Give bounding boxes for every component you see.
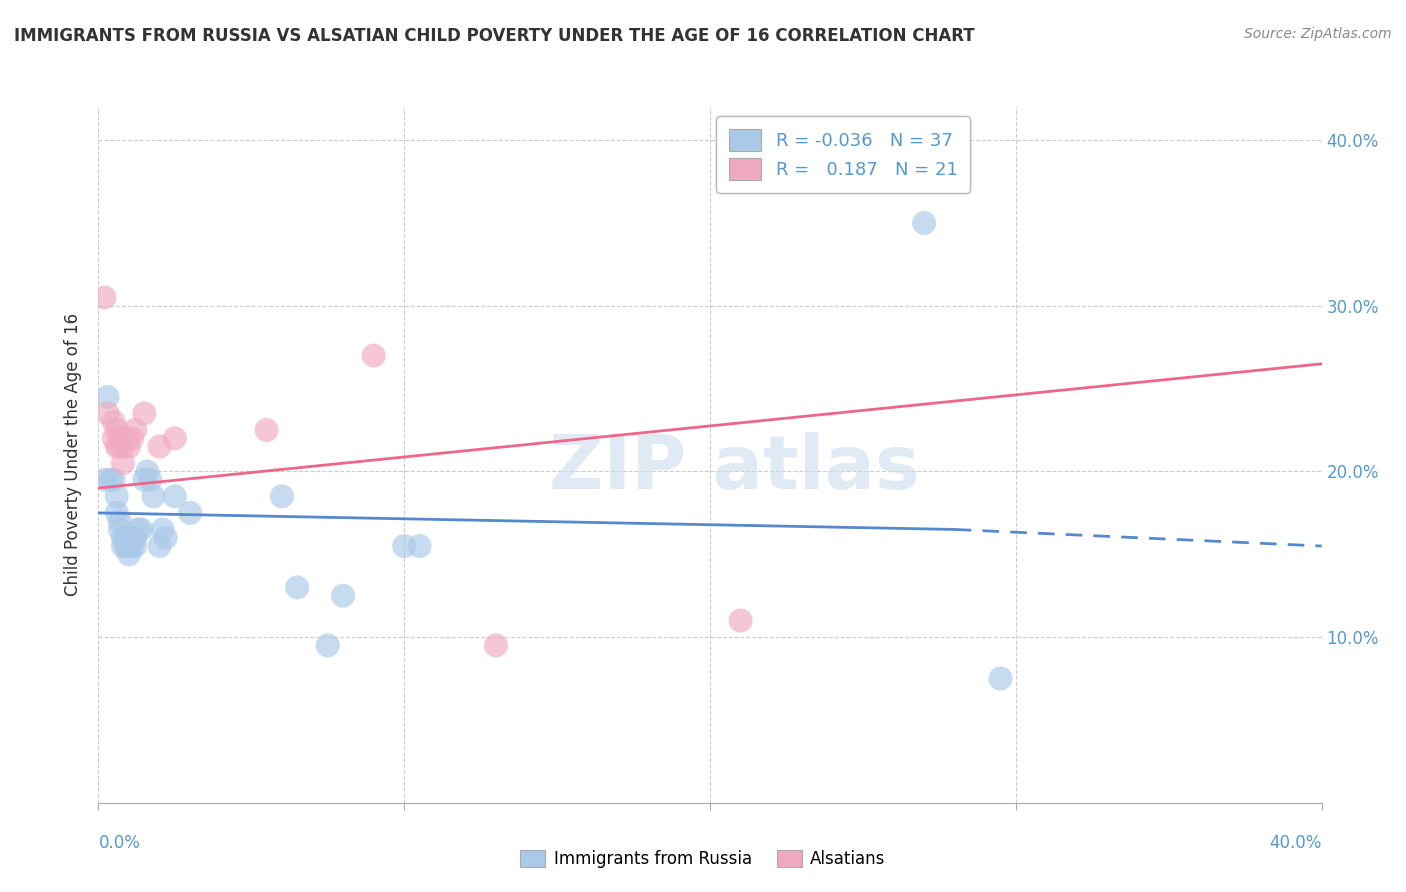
Point — [105, 423, 128, 437]
Point — [163, 431, 186, 445]
Point — [115, 431, 138, 445]
Y-axis label: Child Poverty Under the Age of 16: Child Poverty Under the Age of 16 — [65, 313, 83, 597]
Point — [912, 216, 935, 230]
Point — [108, 523, 131, 537]
Point — [134, 473, 156, 487]
Point — [97, 407, 120, 421]
Point — [118, 440, 141, 454]
Point — [332, 589, 354, 603]
Point — [124, 531, 146, 545]
Point — [97, 390, 120, 404]
Point — [111, 539, 134, 553]
Point — [121, 539, 143, 553]
Point — [100, 473, 122, 487]
Point — [285, 581, 308, 595]
Point — [124, 423, 146, 437]
Point — [392, 539, 416, 553]
Point — [111, 531, 134, 545]
Point — [105, 440, 128, 454]
Legend: Immigrants from Russia, Alsatians: Immigrants from Russia, Alsatians — [513, 843, 893, 875]
Point — [118, 539, 141, 553]
Text: ZIP atlas: ZIP atlas — [550, 433, 920, 506]
Point — [105, 489, 128, 503]
Point — [124, 539, 146, 553]
Point — [163, 489, 186, 503]
Point — [108, 440, 131, 454]
Point — [139, 473, 162, 487]
Point — [149, 440, 172, 454]
Point — [149, 539, 172, 553]
Point — [152, 523, 174, 537]
Text: Source: ZipAtlas.com: Source: ZipAtlas.com — [1244, 27, 1392, 41]
Point — [316, 639, 339, 653]
Point — [111, 440, 134, 454]
Point — [108, 431, 131, 445]
Point — [93, 291, 115, 305]
Point — [103, 431, 125, 445]
Text: IMMIGRANTS FROM RUSSIA VS ALSATIAN CHILD POVERTY UNDER THE AGE OF 16 CORRELATION: IMMIGRANTS FROM RUSSIA VS ALSATIAN CHILD… — [14, 27, 974, 45]
Point — [121, 531, 143, 545]
Point — [256, 423, 278, 437]
Point — [134, 407, 156, 421]
Point — [108, 514, 131, 528]
Point — [121, 431, 143, 445]
Point — [127, 523, 149, 537]
Legend: R = -0.036   N = 37, R =   0.187   N = 21: R = -0.036 N = 37, R = 0.187 N = 21 — [716, 116, 970, 193]
Point — [485, 639, 508, 653]
Point — [115, 531, 138, 545]
Point — [118, 547, 141, 561]
Point — [115, 539, 138, 553]
Point — [129, 523, 152, 537]
Point — [363, 349, 385, 363]
Point — [990, 672, 1012, 686]
Text: 0.0%: 0.0% — [98, 834, 141, 852]
Point — [136, 465, 159, 479]
Point — [103, 415, 125, 429]
Point — [270, 489, 292, 503]
Point — [93, 473, 115, 487]
Point — [408, 539, 430, 553]
Point — [179, 506, 201, 520]
Point — [103, 473, 125, 487]
Point — [111, 456, 134, 470]
Point — [142, 489, 165, 503]
Point — [155, 531, 177, 545]
Point — [730, 614, 752, 628]
Text: 40.0%: 40.0% — [1270, 834, 1322, 852]
Point — [105, 506, 128, 520]
